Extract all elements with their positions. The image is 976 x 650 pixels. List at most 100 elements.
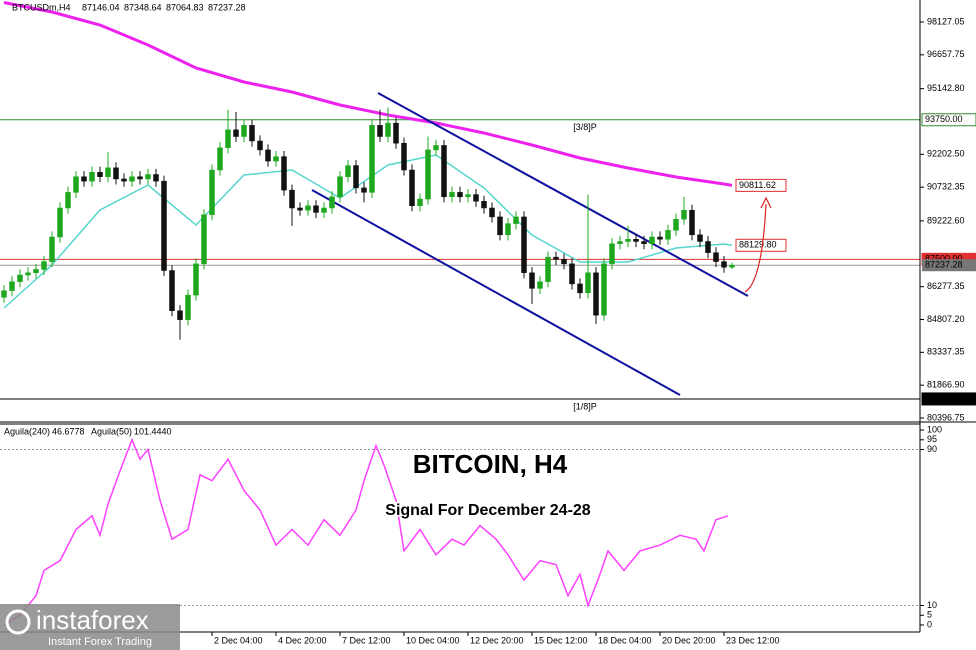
candle-body (385, 122, 391, 137)
candle-body (161, 180, 167, 271)
candle-body (233, 129, 239, 137)
candle-body (481, 201, 487, 209)
candle-body (681, 209, 687, 220)
candle-body (153, 174, 159, 182)
candle-body (249, 125, 255, 142)
candle-body (441, 145, 447, 198)
y-tick-label: 96657.75 (927, 49, 965, 59)
level-label: 93750.00 (925, 114, 963, 124)
level-name: [1/8]P (573, 401, 597, 411)
candle-body (649, 236, 655, 244)
candle-body (225, 129, 231, 148)
level-label: 87500.00 (925, 254, 963, 264)
candle-body (185, 294, 191, 320)
candle-body (417, 198, 423, 207)
candle-body (321, 207, 327, 213)
channel-line (377, 92, 749, 297)
price-label: 87237.28 (925, 260, 963, 270)
candle-body (81, 176, 87, 182)
candle-body (41, 261, 47, 270)
ma-label: 88129.80 (739, 240, 777, 250)
y-tick-label: 83337.35 (927, 347, 965, 357)
candle-body (1, 290, 7, 298)
x-tick-label: 23 Dec 12:00 (726, 635, 780, 645)
candle-body (729, 264, 735, 268)
overlay-title: BITCOIN, H4 (413, 449, 568, 479)
candle-body (145, 174, 151, 180)
watermark: instaforex Instant Forex Trading (0, 604, 180, 650)
osc-tick-label: 90 (927, 444, 937, 454)
osc-tick-label: 5 (927, 610, 932, 620)
price-box (922, 259, 976, 272)
candle-body (113, 167, 119, 180)
x-tick-label: 18 Dec 04:00 (598, 635, 652, 645)
y-tick-label: 86277.35 (927, 281, 965, 291)
overlay-subtitle: Signal For December 24-28 (385, 502, 591, 519)
y-tick-label: 80396.75 (927, 412, 965, 422)
candle-body (57, 207, 63, 238)
candle-body (17, 274, 23, 282)
candle-body (401, 142, 407, 171)
candle-body (65, 192, 71, 209)
candle-body (73, 176, 79, 193)
forecast-arrow (744, 203, 767, 293)
candle-body (305, 205, 311, 211)
watermark-tagline: Instant Forex Trading (48, 636, 152, 648)
watermark-icon (5, 609, 31, 635)
candle-body (273, 156, 279, 162)
candle-body (689, 209, 695, 236)
candle-body (297, 207, 303, 211)
candle-body (313, 205, 319, 213)
candle-body (377, 125, 383, 137)
candle-body (193, 263, 199, 296)
x-tick-label: 7 Dec 12:00 (342, 635, 391, 645)
osc-value: 46.6778 (52, 426, 85, 436)
candle-body (553, 256, 559, 260)
candle-body (281, 156, 287, 191)
x-tick-label: 20 Dec 20:00 (662, 635, 716, 645)
plot-layer (0, 1, 920, 626)
candle-body (97, 171, 103, 177)
candle-body (625, 239, 631, 242)
ma-label-box (735, 178, 787, 192)
osc-tick-label: 95 (927, 434, 937, 444)
header-text: 87348.64 (124, 2, 162, 12)
candle-body (633, 239, 639, 242)
y-tick-label: 89222.60 (927, 215, 965, 225)
forecast-arrowhead (760, 196, 772, 209)
osc-value: 101.4440 (134, 426, 172, 436)
y-tick-label: 98127.05 (927, 16, 965, 26)
candle-body (361, 187, 367, 193)
candle-body (473, 194, 479, 202)
candle-body (569, 263, 575, 285)
candle-body (585, 272, 591, 294)
level-box (921, 392, 976, 406)
candle-body (641, 241, 647, 244)
x-tick-label: 4 Dec 20:00 (278, 635, 327, 645)
header-text: BTCUSDm,H4 (12, 2, 71, 12)
level-box (921, 113, 976, 127)
candle-body (665, 230, 671, 240)
x-tick-label: 2 Dec 04:00 (214, 635, 263, 645)
candle-body (425, 149, 431, 200)
candle-body (265, 149, 271, 162)
candle-body (465, 194, 471, 198)
x-tick-label: 15 Dec 12:00 (534, 635, 588, 645)
candle-body (457, 192, 463, 198)
candle-body (25, 272, 31, 276)
candle-body (529, 272, 535, 289)
oscillator-line (3, 437, 729, 626)
candle-body (33, 269, 39, 274)
osc-name: Aguila(50) (91, 426, 132, 436)
candle-body (721, 261, 727, 268)
watermark-bg (0, 604, 180, 650)
x-tick-label: 12 Dec 20:00 (470, 635, 524, 645)
candle-body (697, 234, 703, 242)
candle-body (513, 216, 519, 224)
candle-body (169, 270, 175, 311)
candle-body (257, 140, 263, 151)
candle-body (617, 241, 623, 244)
y-tick-label: 84807.20 (927, 314, 965, 324)
